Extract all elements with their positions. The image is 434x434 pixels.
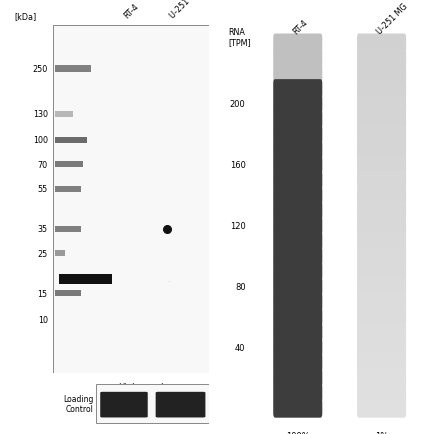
FancyBboxPatch shape: [54, 66, 91, 72]
FancyBboxPatch shape: [273, 353, 322, 372]
FancyBboxPatch shape: [356, 277, 405, 296]
FancyBboxPatch shape: [273, 247, 322, 266]
Text: 250: 250: [33, 65, 48, 74]
FancyBboxPatch shape: [100, 392, 148, 418]
Text: 100%: 100%: [285, 431, 309, 434]
FancyBboxPatch shape: [273, 232, 322, 251]
Text: 70: 70: [37, 161, 48, 169]
FancyBboxPatch shape: [356, 217, 405, 236]
FancyBboxPatch shape: [356, 171, 405, 190]
FancyBboxPatch shape: [356, 293, 405, 312]
FancyBboxPatch shape: [54, 186, 81, 192]
FancyBboxPatch shape: [273, 308, 322, 327]
FancyBboxPatch shape: [273, 398, 322, 418]
Text: Low: Low: [160, 382, 177, 391]
FancyBboxPatch shape: [356, 247, 405, 266]
FancyBboxPatch shape: [54, 138, 87, 144]
FancyBboxPatch shape: [356, 110, 405, 129]
FancyBboxPatch shape: [356, 156, 405, 175]
FancyBboxPatch shape: [273, 293, 322, 312]
FancyBboxPatch shape: [356, 338, 405, 357]
FancyBboxPatch shape: [273, 277, 322, 296]
FancyBboxPatch shape: [273, 95, 322, 114]
FancyBboxPatch shape: [273, 110, 322, 129]
Text: 100: 100: [33, 136, 48, 145]
FancyBboxPatch shape: [356, 125, 405, 145]
Text: 200: 200: [229, 100, 245, 109]
Text: 35: 35: [37, 225, 48, 233]
FancyBboxPatch shape: [59, 275, 112, 284]
FancyBboxPatch shape: [356, 141, 405, 160]
FancyBboxPatch shape: [273, 49, 322, 69]
FancyBboxPatch shape: [356, 95, 405, 114]
FancyBboxPatch shape: [356, 368, 405, 388]
FancyBboxPatch shape: [356, 186, 405, 205]
Text: .: .: [167, 276, 170, 283]
FancyBboxPatch shape: [356, 80, 405, 99]
FancyBboxPatch shape: [54, 290, 81, 296]
FancyBboxPatch shape: [273, 171, 322, 190]
FancyBboxPatch shape: [273, 34, 322, 53]
FancyBboxPatch shape: [95, 384, 208, 423]
FancyBboxPatch shape: [356, 353, 405, 372]
Text: U-251 MG: U-251 MG: [375, 2, 409, 36]
FancyBboxPatch shape: [273, 368, 322, 388]
FancyBboxPatch shape: [356, 383, 405, 403]
FancyBboxPatch shape: [53, 26, 208, 373]
FancyBboxPatch shape: [273, 65, 322, 84]
FancyBboxPatch shape: [54, 162, 83, 168]
Text: 55: 55: [37, 185, 48, 194]
FancyBboxPatch shape: [273, 186, 322, 205]
FancyBboxPatch shape: [54, 250, 65, 256]
FancyBboxPatch shape: [356, 262, 405, 281]
FancyBboxPatch shape: [273, 125, 322, 145]
FancyBboxPatch shape: [273, 201, 322, 220]
FancyBboxPatch shape: [356, 308, 405, 327]
FancyBboxPatch shape: [356, 65, 405, 84]
FancyBboxPatch shape: [273, 383, 322, 403]
FancyBboxPatch shape: [273, 80, 322, 99]
FancyBboxPatch shape: [356, 398, 405, 418]
FancyBboxPatch shape: [155, 392, 205, 418]
FancyBboxPatch shape: [273, 323, 322, 342]
FancyBboxPatch shape: [356, 201, 405, 220]
FancyBboxPatch shape: [54, 112, 73, 118]
Text: 160: 160: [229, 161, 245, 170]
FancyBboxPatch shape: [54, 226, 81, 232]
Text: U-251 MG: U-251 MG: [168, 0, 202, 21]
Text: 120: 120: [229, 222, 245, 230]
Text: 80: 80: [234, 282, 245, 291]
Text: 1%: 1%: [374, 431, 387, 434]
Text: 130: 130: [33, 110, 48, 119]
FancyBboxPatch shape: [356, 34, 405, 53]
FancyBboxPatch shape: [356, 232, 405, 251]
FancyBboxPatch shape: [273, 262, 322, 281]
Text: [kDa]: [kDa]: [15, 12, 37, 21]
FancyBboxPatch shape: [273, 217, 322, 236]
FancyBboxPatch shape: [356, 323, 405, 342]
Text: Loading
Control: Loading Control: [63, 394, 93, 413]
Text: 10: 10: [38, 315, 48, 324]
Text: RT-4: RT-4: [122, 3, 140, 21]
Text: RNA
[TPM]: RNA [TPM]: [228, 28, 250, 47]
Text: 25: 25: [37, 249, 48, 258]
Text: 40: 40: [235, 343, 245, 352]
FancyBboxPatch shape: [356, 49, 405, 69]
Text: RT-4: RT-4: [291, 18, 309, 36]
FancyBboxPatch shape: [273, 338, 322, 357]
FancyBboxPatch shape: [273, 141, 322, 160]
FancyBboxPatch shape: [273, 156, 322, 175]
Text: High: High: [118, 382, 137, 391]
Text: 15: 15: [37, 289, 48, 298]
